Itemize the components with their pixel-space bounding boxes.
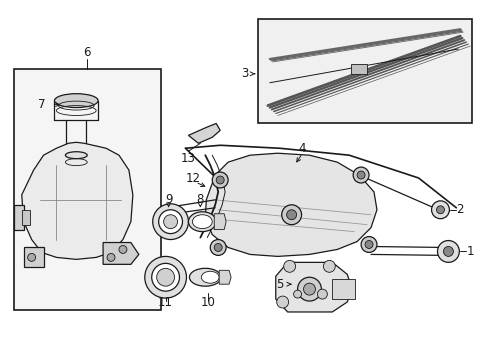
Polygon shape [350, 64, 366, 74]
Ellipse shape [54, 94, 98, 108]
Circle shape [303, 283, 315, 295]
Polygon shape [188, 123, 220, 143]
Text: 9: 9 [164, 193, 172, 206]
Polygon shape [275, 262, 351, 312]
Text: 4: 4 [298, 142, 305, 155]
Circle shape [352, 167, 368, 183]
Circle shape [283, 260, 295, 272]
Text: 10: 10 [201, 296, 215, 309]
Circle shape [317, 289, 326, 299]
Circle shape [212, 172, 228, 188]
Polygon shape [214, 214, 225, 230]
Circle shape [431, 201, 448, 219]
Text: 13: 13 [181, 152, 196, 165]
Circle shape [119, 246, 127, 253]
Circle shape [158, 210, 182, 234]
Polygon shape [24, 247, 43, 267]
Text: 6: 6 [83, 46, 91, 59]
Circle shape [163, 215, 177, 229]
Ellipse shape [192, 215, 212, 229]
Text: 1: 1 [466, 245, 473, 258]
Circle shape [151, 264, 179, 291]
Text: 2: 2 [455, 203, 463, 216]
Ellipse shape [65, 152, 87, 159]
Circle shape [443, 247, 452, 256]
Circle shape [107, 253, 115, 261]
Polygon shape [21, 142, 133, 260]
Circle shape [156, 268, 174, 286]
Bar [257, 19, 471, 123]
Ellipse shape [188, 212, 216, 231]
Circle shape [436, 206, 444, 214]
Polygon shape [219, 270, 231, 284]
Text: 11: 11 [158, 296, 173, 309]
Text: 5: 5 [275, 278, 283, 291]
Text: 12: 12 [185, 171, 201, 185]
Polygon shape [14, 205, 24, 230]
Circle shape [356, 171, 365, 179]
Circle shape [28, 253, 36, 261]
Circle shape [216, 176, 224, 184]
Text: 8: 8 [196, 193, 203, 206]
Bar [14, 69, 161, 310]
Circle shape [276, 296, 288, 308]
Circle shape [323, 260, 335, 272]
Text: 3: 3 [241, 67, 248, 80]
Ellipse shape [189, 268, 221, 286]
Polygon shape [205, 153, 376, 256]
Circle shape [297, 277, 321, 301]
Circle shape [144, 256, 186, 298]
Text: 7: 7 [38, 98, 45, 111]
Circle shape [286, 210, 296, 220]
Circle shape [210, 239, 225, 255]
Circle shape [293, 290, 301, 298]
Polygon shape [103, 243, 139, 264]
Ellipse shape [201, 271, 219, 283]
Circle shape [281, 205, 301, 225]
Polygon shape [21, 210, 30, 225]
Circle shape [437, 240, 458, 262]
Circle shape [365, 240, 372, 248]
Polygon shape [332, 279, 354, 299]
Circle shape [152, 204, 188, 239]
Circle shape [214, 243, 222, 251]
Circle shape [360, 237, 376, 252]
